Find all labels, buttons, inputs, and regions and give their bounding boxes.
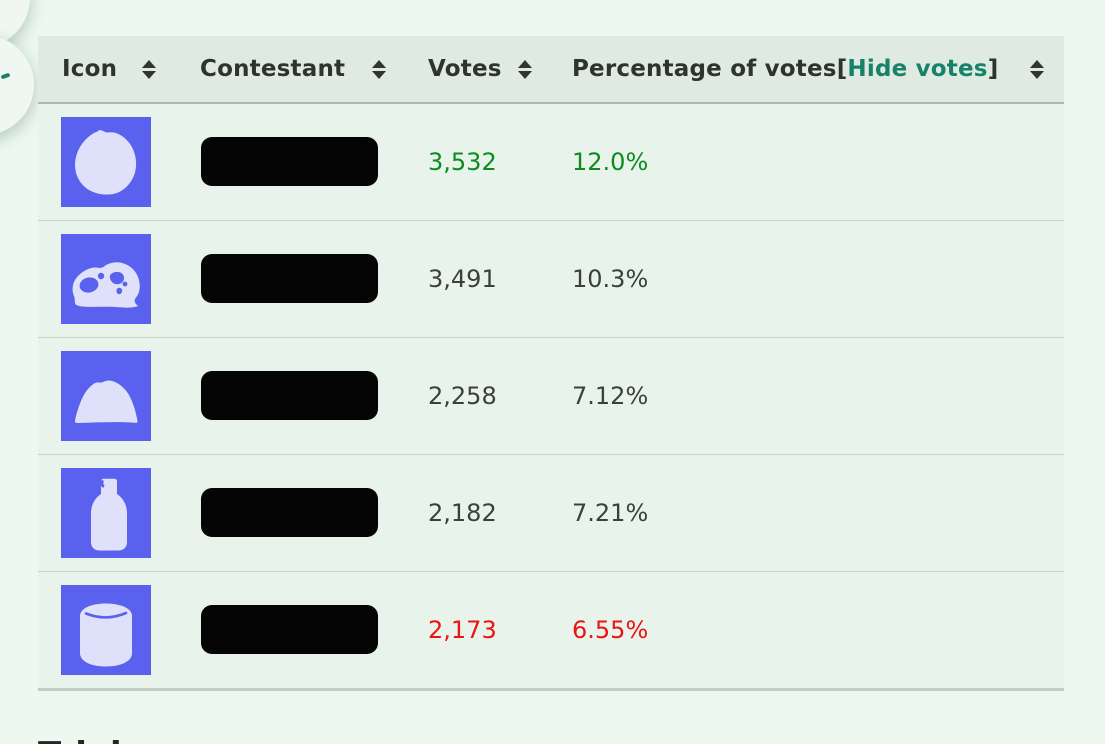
sort-up-arrow-icon [1030, 59, 1044, 68]
sort-down-arrow-icon [142, 70, 156, 79]
contestant-name-redaction [201, 371, 378, 420]
table-row: 3,491 10.3% [38, 220, 1064, 337]
sort-icon[interactable] [142, 59, 156, 79]
floating-button[interactable] [0, 35, 34, 135]
votes-value: 2,173 [428, 616, 497, 644]
table-body: 3,532 12.0% 3,491 10.3% [38, 104, 1064, 691]
bracket-close: ] [987, 56, 999, 82]
sort-down-arrow-icon [1030, 70, 1044, 79]
column-header-percentage[interactable]: Percentage of votes[Hide votes] [572, 56, 998, 82]
sort-icon[interactable] [518, 59, 532, 79]
table-row: 3,532 12.0% [38, 104, 1064, 220]
sort-icon[interactable] [372, 59, 386, 79]
marshmallow-icon[interactable] [61, 585, 151, 675]
contestant-name-redaction [201, 488, 378, 537]
section-heading-trivia: Trivia [38, 735, 146, 744]
hide-votes-link[interactable]: Hide votes [847, 56, 988, 82]
table-row: 2,182 7.21% [38, 454, 1064, 571]
table-row: 2,258 7.12% [38, 337, 1064, 454]
bracket-open: [ [836, 56, 848, 82]
percentage-header-label: Percentage of votes [572, 56, 837, 82]
contestant-name-redaction [201, 605, 378, 654]
table-header-row: Icon Contestant Votes Percentage of vote… [38, 36, 1064, 104]
percentage-value: 6.55% [572, 616, 649, 644]
contestant-name-redaction [201, 137, 378, 186]
percentage-value: 7.12% [572, 382, 649, 410]
vote-results-table: Icon Contestant Votes Percentage of vote… [38, 36, 1064, 691]
column-header-icon[interactable]: Icon [62, 56, 118, 82]
sort-down-arrow-icon [372, 70, 386, 79]
bottle-icon[interactable] [61, 468, 151, 558]
column-header-contestant[interactable]: Contestant [200, 56, 346, 82]
spotted-blob-icon[interactable] [61, 234, 151, 324]
table-row: 2,173 6.55% [38, 571, 1064, 688]
sort-icon[interactable] [1030, 59, 1044, 79]
column-header-votes[interactable]: Votes [428, 56, 502, 82]
contestant-name-redaction [201, 254, 378, 303]
lemon-blob-icon[interactable] [61, 117, 151, 207]
sort-down-arrow-icon [518, 70, 532, 79]
sort-up-arrow-icon [372, 59, 386, 68]
sort-up-arrow-icon [518, 59, 532, 68]
votes-value: 2,258 [428, 382, 497, 410]
votes-value: 3,532 [428, 148, 497, 176]
sort-up-arrow-icon [142, 59, 156, 68]
percentage-value: 10.3% [572, 265, 649, 293]
percentage-value: 12.0% [572, 148, 649, 176]
mound-icon[interactable] [61, 351, 151, 441]
percentage-value: 7.21% [572, 499, 649, 527]
votes-value: 3,491 [428, 265, 497, 293]
votes-value: 2,182 [428, 499, 497, 527]
